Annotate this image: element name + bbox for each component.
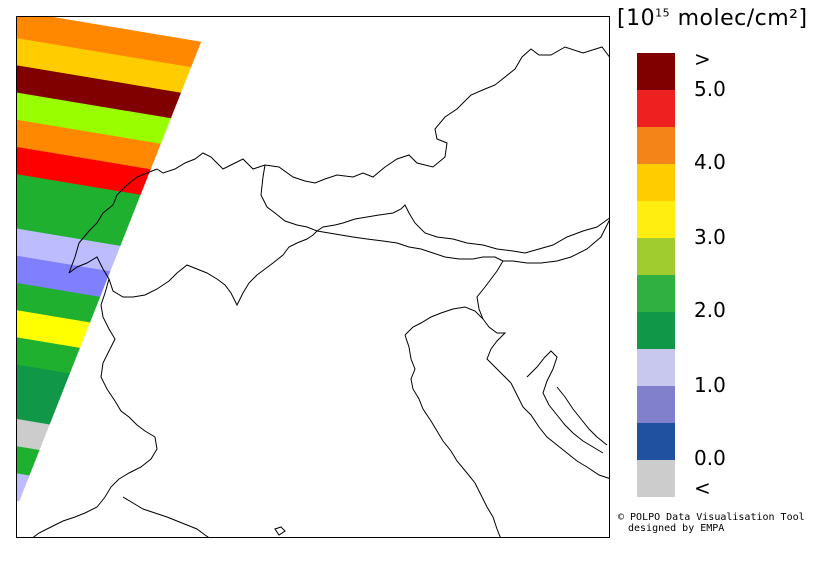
legend-tick-below: <	[694, 476, 711, 500]
legend-title-bracket-close: ]	[798, 6, 808, 31]
credit-line-2: designed by EMPA	[628, 523, 725, 534]
austria-border	[260, 164, 609, 254]
legend-swatch-2	[637, 127, 675, 164]
legend-tick-0: 0.0	[694, 446, 726, 470]
swath-stripe	[17, 446, 211, 507]
map-canvas	[17, 17, 609, 537]
legend-title-base: 10	[626, 6, 656, 31]
legend-title-exponent: 15	[655, 6, 671, 20]
legend-swatch-4	[637, 201, 675, 238]
legend-title-unit: molec/cm²	[677, 6, 799, 31]
legend-swatch-9	[637, 386, 675, 423]
slovenia-croatia-border	[503, 219, 609, 264]
legend-swatch-7	[637, 312, 675, 349]
legend-swatch-1	[637, 90, 675, 127]
italian-adriatic-coast	[404, 334, 501, 537]
legend-swatch-10	[637, 423, 675, 460]
credit-line-1: © POLPO Data Visualisation Tool	[618, 512, 805, 523]
legend-tick-4: 4.0	[694, 150, 726, 174]
country-borders	[32, 46, 609, 537]
ligurian-coast	[122, 496, 209, 537]
italy-france-border	[32, 278, 158, 537]
legend-swatch-3	[637, 164, 675, 201]
germany-border	[156, 46, 609, 184]
legend-swatch-11	[637, 460, 675, 497]
satellite-swath	[17, 17, 211, 507]
legend-swatch-6	[637, 275, 675, 312]
croatian-islands	[526, 350, 604, 454]
legend-tick-3: 3.0	[694, 225, 726, 249]
legend-colorbar	[637, 53, 675, 497]
legend-title-bracket-open: [	[617, 6, 627, 31]
swath-stripe	[17, 419, 211, 487]
legend-tick-2: 2.0	[694, 298, 726, 322]
legend-tick-5: 5.0	[694, 77, 726, 101]
venice-lagoon	[404, 306, 484, 336]
legend-swatch-0	[637, 53, 675, 90]
italy-slovenia-lower	[482, 318, 512, 384]
legend-swatch-8	[637, 349, 675, 386]
croatian-coast	[510, 382, 609, 479]
legend-tick-1: 1.0	[694, 373, 726, 397]
legend-title: [1015 molec/cm²]	[617, 6, 808, 31]
legend-tick-above: >	[694, 47, 711, 71]
credit-text: © POLPO Data Visualisation Tool designed…	[618, 512, 805, 534]
italy-austria-border	[316, 230, 504, 320]
croatian-islands-2	[556, 386, 608, 446]
legend-swatch-5	[637, 238, 675, 275]
map-panel	[16, 16, 610, 538]
elba-island	[274, 526, 286, 536]
switzerland-north	[68, 168, 158, 274]
swath-stripe	[17, 391, 211, 460]
